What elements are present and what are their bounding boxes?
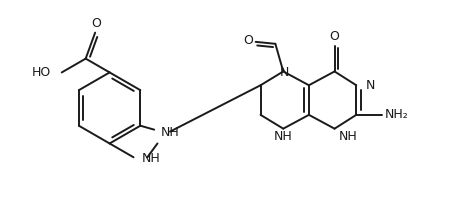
Text: NH: NH — [339, 130, 357, 143]
Text: N: N — [366, 79, 376, 92]
Text: O: O — [243, 34, 253, 47]
Text: HO: HO — [32, 66, 51, 79]
Text: NH: NH — [141, 152, 160, 165]
Text: NH: NH — [274, 130, 292, 143]
Text: NH: NH — [161, 126, 180, 139]
Text: N: N — [280, 66, 289, 79]
Text: O: O — [329, 30, 340, 43]
Text: O: O — [91, 17, 101, 30]
Text: NH₂: NH₂ — [385, 108, 409, 121]
